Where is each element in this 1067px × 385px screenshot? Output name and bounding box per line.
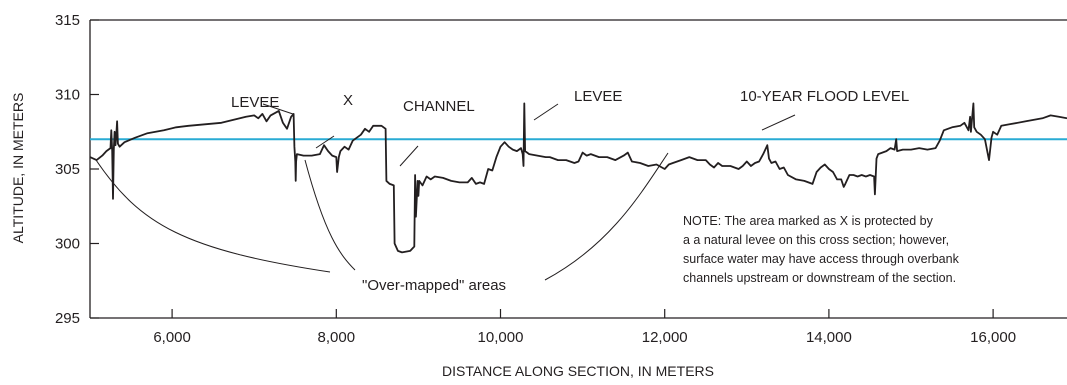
y-ticks: 295 300 305 310 315 [55,12,99,327]
leader-lines [95,103,796,281]
annotation-over-mapped: "Over-mapped" areas [362,277,506,294]
x-leader [315,135,335,149]
x-axis-title: DISTANCE ALONG SECTION, IN METERS [442,363,714,379]
y-axis-title: ALTITUDE, IN METERS [10,93,26,244]
overmap-curve-right [544,152,669,281]
annotation-x: X [343,92,353,109]
x-tick-label: 14,000 [806,329,852,346]
x-tick-label: 12,000 [642,329,688,346]
levee-left-leader [262,103,294,115]
overmap-curve-mid [304,159,356,271]
x-ticks: 6,000 8,000 10,000 12,000 14,000 16,000 [153,309,1016,346]
note-line-1: NOTE: The area marked as X is protected … [683,214,934,228]
annotation-levee-left: LEVEE [231,94,279,111]
note-line-3: surface water may have access through ov… [683,252,960,266]
levee-right-leader [533,103,559,121]
annotation-levee-right: LEVEE [574,88,622,105]
ground-profile-line [89,102,1067,254]
x-tick-label: 8,000 [318,329,356,346]
channel-leader [399,145,419,167]
x-tick-label: 16,000 [970,329,1016,346]
annotation-channel: CHANNEL [403,98,475,115]
y-tick-label: 295 [55,310,80,327]
y-tick-label: 305 [55,161,80,178]
y-tick-label: 315 [55,12,80,29]
note-line-4: channels upstream or downstream of the s… [683,271,956,285]
y-tick-label: 300 [55,236,80,253]
flood-level-leader [761,114,796,131]
annotation-flood-level: 10-YEAR FLOOD LEVEL [740,88,909,105]
overmap-curve-left [95,159,331,273]
note-line-2: a a natural levee on this cross section;… [683,233,949,247]
x-tick-label: 6,000 [153,329,191,346]
y-tick-label: 310 [55,87,80,104]
x-tick-label: 10,000 [478,329,524,346]
